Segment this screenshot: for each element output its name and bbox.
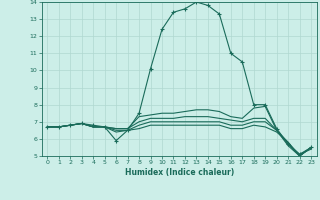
- X-axis label: Humidex (Indice chaleur): Humidex (Indice chaleur): [124, 168, 234, 177]
